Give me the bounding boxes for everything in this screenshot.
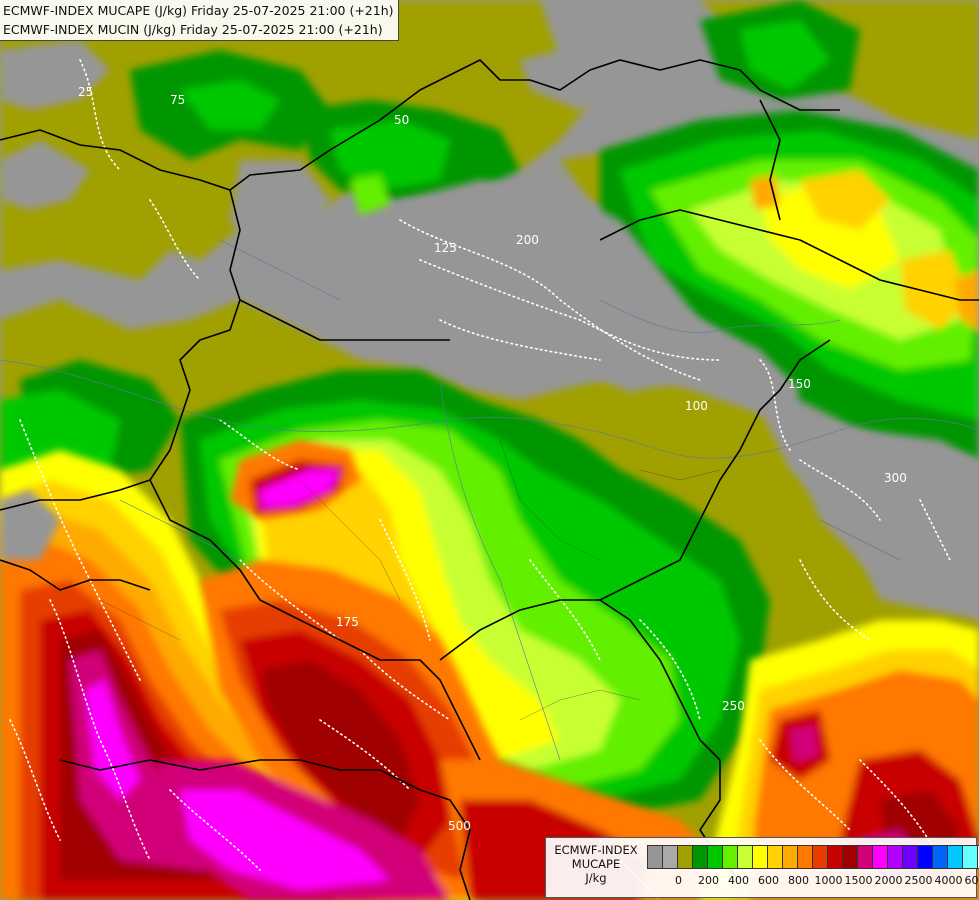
legend-swatch bbox=[828, 846, 843, 868]
legend-tick-labels: 0 200 400 600 800 100015002000250040006000 bbox=[647, 872, 979, 888]
contour-label-150: 150 bbox=[788, 377, 811, 391]
legend-swatch bbox=[723, 846, 738, 868]
legend-swatch bbox=[663, 846, 678, 868]
country-borders bbox=[0, 59, 979, 900]
legend-swatch bbox=[843, 846, 858, 868]
title-mucin: ECMWF-INDEX MUCIN (J/kg) Friday 25-07-20… bbox=[3, 22, 383, 37]
cape-hotspot-central bbox=[230, 440, 360, 520]
legend-swatch bbox=[753, 846, 768, 868]
contour-label-200: 200 bbox=[516, 233, 539, 247]
contour-label-100: 100 bbox=[685, 399, 708, 413]
mucin-contours bbox=[9, 59, 951, 900]
legend-tick-label: 600 bbox=[758, 874, 779, 887]
legend-swatch bbox=[798, 846, 813, 868]
legend-swatch bbox=[948, 846, 963, 868]
contour-label-500: 500 bbox=[448, 819, 471, 833]
contour-label-25: 25 bbox=[78, 85, 93, 99]
contour-labels: 25 50 75 100 125 150 175 200 250 300 500 bbox=[78, 85, 907, 833]
legend-swatch bbox=[963, 846, 978, 868]
legend-tick-label: 1500 bbox=[844, 874, 873, 887]
contour-label-250: 250 bbox=[722, 699, 745, 713]
legend-swatch bbox=[813, 846, 828, 868]
cape-field-east bbox=[600, 110, 979, 460]
legend-title-variable: MUCAPE bbox=[571, 857, 621, 871]
contour-label-50: 50 bbox=[394, 113, 409, 127]
legend-swatch bbox=[933, 846, 948, 868]
legend-title-unit: J/kg bbox=[585, 871, 607, 885]
cape-field-grey-overlay bbox=[0, 40, 979, 580]
legend-swatch bbox=[888, 846, 903, 868]
legend-swatch-bar bbox=[647, 845, 979, 869]
legend-swatch bbox=[783, 846, 798, 868]
legend-swatch bbox=[738, 846, 753, 868]
contour-label-125: 125 bbox=[434, 241, 457, 255]
legend-swatch bbox=[903, 846, 918, 868]
legend-title-model: ECMWF-INDEX bbox=[554, 843, 638, 857]
color-legend: ECMWF-INDEX MUCAPE J/kg 0 200 400 600 800 100… bbox=[545, 837, 979, 898]
map-title-box: ECMWF-INDEX MUCAPE (J/kg) Friday 25-07-2… bbox=[0, 0, 399, 41]
cape-field-south-belt bbox=[150, 560, 720, 900]
legend-swatch bbox=[858, 846, 873, 868]
contour-label-300: 300 bbox=[884, 471, 907, 485]
legend-swatch bbox=[873, 846, 888, 868]
title-mucape: ECMWF-INDEX MUCAPE (J/kg) Friday 25-07-2… bbox=[3, 3, 394, 18]
contour-label-75: 75 bbox=[170, 93, 185, 107]
legend-tick-label: 6000 bbox=[964, 874, 979, 887]
legend-tick-label: 2500 bbox=[904, 874, 933, 887]
rivers bbox=[0, 239, 979, 761]
legend-tick-label: 800 bbox=[788, 874, 809, 887]
legend-tick-label: 2000 bbox=[874, 874, 903, 887]
region-borders bbox=[99, 439, 901, 721]
legend-tick-label: 200 bbox=[698, 874, 719, 887]
legend-swatch bbox=[768, 846, 783, 868]
legend-swatch bbox=[693, 846, 708, 868]
legend-tick-label: 1000 bbox=[814, 874, 843, 887]
legend-title: ECMWF-INDEX MUCAPE J/kg bbox=[549, 843, 643, 885]
legend-tick-label: 400 bbox=[728, 874, 749, 887]
legend-swatch bbox=[708, 846, 723, 868]
legend-swatch bbox=[648, 846, 663, 868]
legend-swatch bbox=[918, 846, 933, 868]
legend-swatch bbox=[678, 846, 693, 868]
contour-label-175: 175 bbox=[336, 615, 359, 629]
legend-tick-label: 0 bbox=[675, 874, 682, 887]
legend-tick-label: 4000 bbox=[934, 874, 963, 887]
